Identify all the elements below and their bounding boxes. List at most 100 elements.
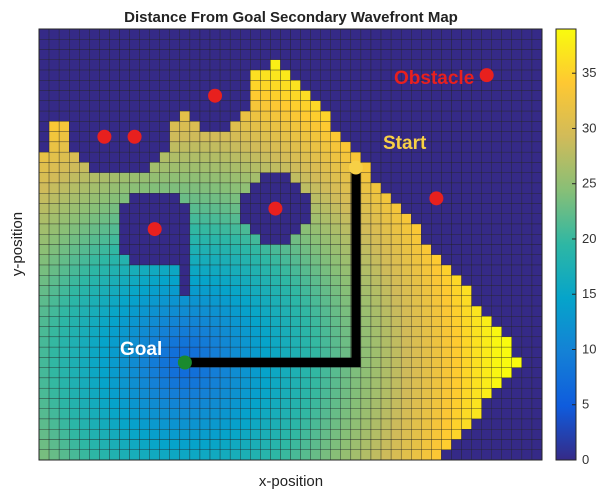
heatmap-cell (400, 429, 412, 440)
heatmap-cell (229, 387, 241, 399)
obstacle-cell (461, 28, 472, 40)
obstacle-cell (99, 59, 110, 71)
obstacle-cell (531, 182, 543, 194)
obstacle-cell (511, 203, 523, 214)
heatmap-cell (441, 429, 452, 440)
heatmap-cell (209, 316, 221, 327)
obstacle-cell (481, 295, 492, 307)
obstacle-cell (149, 244, 160, 255)
heatmap-cell (219, 439, 231, 450)
heatmap-cell (441, 326, 452, 338)
heatmap-cell (139, 295, 150, 307)
heatmap-cell (229, 408, 241, 420)
heatmap-cell (99, 223, 110, 235)
obstacle-cell (471, 28, 482, 40)
obstacle-cell (451, 234, 462, 245)
heatmap-cell (38, 316, 50, 327)
obstacle-cell (471, 172, 482, 184)
obstacle-cell (290, 223, 301, 235)
heatmap-cell (310, 377, 321, 389)
obstacle-cell (109, 141, 120, 153)
heatmap-cell (340, 295, 352, 307)
heatmap-cell (280, 295, 291, 307)
obstacle-cell (109, 39, 120, 50)
heatmap-cell (219, 223, 231, 235)
heatmap-cell (280, 264, 291, 276)
obstacle-cell (48, 80, 60, 91)
heatmap-cell (250, 449, 261, 461)
heatmap-cell (300, 254, 311, 266)
heatmap-cell (390, 377, 402, 389)
heatmap-cell (79, 336, 90, 348)
heatmap-cell (310, 182, 321, 194)
heatmap-cell (300, 244, 311, 255)
heatmap-cell (209, 346, 221, 358)
heatmap-cell (260, 295, 271, 307)
obstacle-cell (149, 49, 160, 60)
obstacle-cell (481, 121, 492, 132)
heatmap-cell (380, 275, 392, 286)
heatmap-cell (451, 377, 462, 389)
obstacle-cell (521, 121, 533, 132)
heatmap-cell (189, 326, 201, 338)
heatmap-cell (219, 203, 231, 214)
heatmap-cell (149, 367, 160, 379)
heatmap-cell (441, 398, 452, 409)
heatmap-cell (451, 418, 462, 430)
heatmap-cell (69, 203, 80, 214)
obstacle-cell (58, 69, 70, 81)
heatmap-cell (169, 182, 181, 194)
obstacle-cell (219, 28, 231, 40)
heatmap-cell (300, 449, 311, 461)
obstacle-cell (380, 39, 392, 50)
heatmap-cell (38, 285, 50, 296)
obstacle-cell (159, 254, 170, 266)
obstacle-cell (109, 110, 120, 122)
heatmap-cell (350, 398, 362, 409)
obstacle-cell (511, 398, 523, 409)
heatmap-cell (340, 254, 352, 266)
heatmap-cell (320, 182, 331, 194)
obstacle-cell (350, 28, 362, 40)
heatmap-cell (250, 418, 261, 430)
heatmap-cell (300, 182, 311, 194)
heatmap-cell (89, 449, 100, 461)
obstacle-cell (461, 172, 472, 184)
heatmap-cell (290, 408, 301, 420)
obstacle-cell (79, 69, 90, 81)
obstacle-cell (411, 110, 422, 122)
obstacle-cell (491, 408, 502, 420)
heatmap-cell (431, 439, 442, 450)
heatmap-cell (300, 305, 311, 317)
obstacle-cell (300, 193, 311, 204)
obstacle-cell (139, 90, 150, 102)
obstacle-cell (491, 305, 502, 317)
obstacle-cell (481, 244, 492, 255)
obstacle-cell (209, 28, 221, 40)
heatmap-cell (340, 367, 352, 379)
heatmap-cell (270, 90, 281, 102)
heatmap-cell (209, 275, 221, 286)
obstacle-cell (411, 39, 422, 50)
heatmap-cell (58, 244, 70, 255)
heatmap-cell (240, 162, 251, 173)
heatmap-cell (109, 305, 120, 317)
heatmap-cell (310, 172, 321, 184)
obstacle-cell (531, 254, 543, 266)
heatmap-cell (360, 305, 372, 317)
obstacle-cell (229, 49, 241, 60)
obstacle-cell (471, 162, 482, 173)
obstacle-cell (491, 316, 502, 327)
heatmap-cell (219, 264, 231, 276)
heatmap-cell (240, 439, 251, 450)
y-axis-label: y-position (9, 212, 26, 276)
obstacle-cell (99, 49, 110, 60)
heatmap-cell (159, 162, 170, 173)
heatmap-cell (69, 295, 80, 307)
obstacle-cell (300, 28, 311, 40)
heatmap-cell (260, 439, 271, 450)
obstacle-cell (380, 49, 392, 60)
obstacle-cell (89, 59, 100, 71)
heatmap-cell (330, 141, 341, 153)
heatmap-cell (300, 326, 311, 338)
